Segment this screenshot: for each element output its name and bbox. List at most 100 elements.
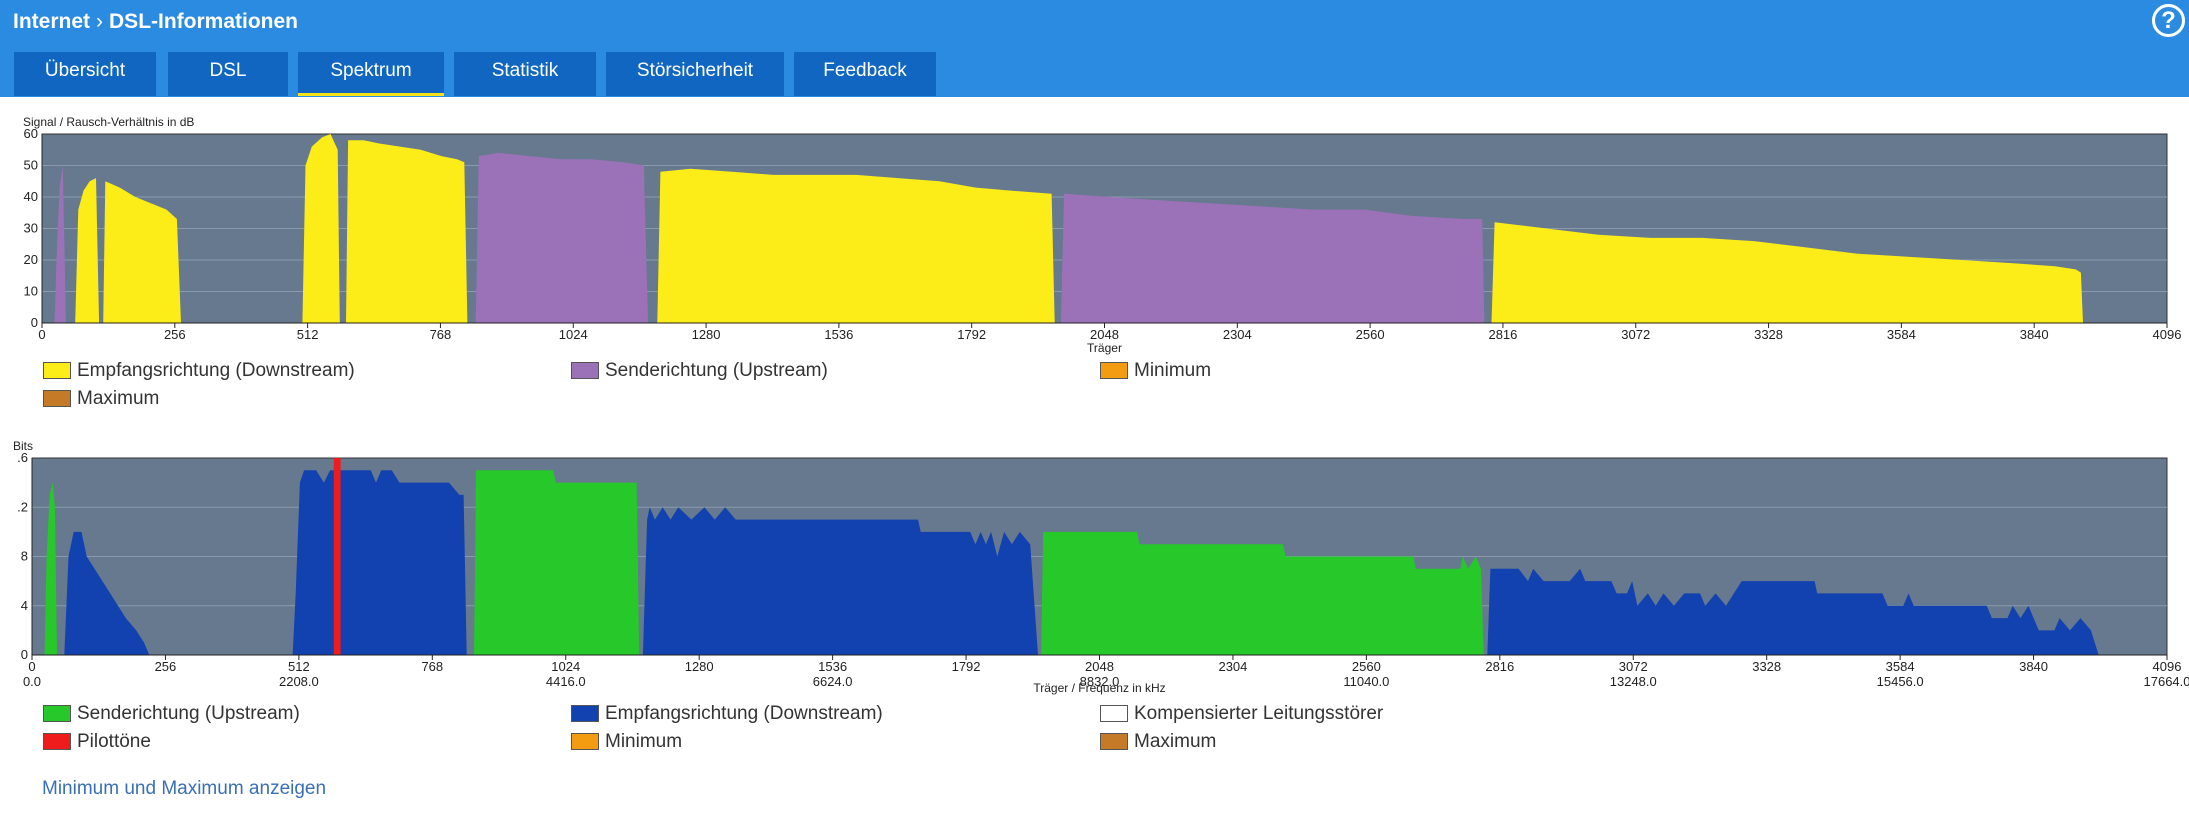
bits-x-tick-label: 2560 <box>1352 659 1381 674</box>
snr-x-tick-label: 2816 <box>1488 327 1517 342</box>
bits-x-freq-label: 13248.0 <box>1610 674 1657 689</box>
bits-x-tick-label: 512 <box>288 659 310 674</box>
legend-label-bits-upstream: Senderichtung (Upstream) <box>77 703 300 724</box>
bits-series-upstream-area <box>1041 531 1484 655</box>
legend-swatch-upstream <box>571 362 599 379</box>
bits-x-freq-label: 4416.0 <box>546 674 586 689</box>
bits-x-tick-label: 1280 <box>685 659 714 674</box>
snr-x-tick-label: 4096 <box>2153 327 2182 342</box>
legend-label-compensated: Kompensierter Leitungsstörer <box>1134 703 1384 724</box>
snr-y-tick-label: 20 <box>24 252 38 267</box>
bits-x-freq-label: 17664.0 <box>2144 674 2189 689</box>
snr-chart: Signal / Rausch-Verhältnis in dB 0 10 20 30 4… <box>23 115 2182 355</box>
bits-x-freq-label: 8832.0 <box>1080 674 1120 689</box>
bits-x-tick-label: 1024 <box>551 659 580 674</box>
legend-label-maximum: Maximum <box>77 388 160 409</box>
bits-x-freq-label: 0.0 <box>23 674 41 689</box>
legend-swatch-minimum <box>1100 362 1128 379</box>
legend-swatch-maximum <box>43 390 71 407</box>
snr-x-tick-label: 512 <box>297 327 319 342</box>
chevron-right-icon: › <box>96 10 104 33</box>
legend-label-bits-downstream: Empfangsrichtung (Downstream) <box>605 703 883 724</box>
bits-x-freq-label: 6624.0 <box>813 674 853 689</box>
snr-x-tick-label: 1280 <box>692 327 721 342</box>
legend-swatch-pilot <box>43 733 71 750</box>
bits-series-downstream-area <box>1487 568 2099 655</box>
snr-x-tick-label: 768 <box>430 327 452 342</box>
snr-x-tick-label: 3072 <box>1621 327 1650 342</box>
snr-y-tick-label: 40 <box>24 189 38 204</box>
bits-y-tick-label: 0 <box>21 647 28 662</box>
snr-y-tick-label: 50 <box>24 158 38 173</box>
breadcrumb: Internet › DSL-Informationen <box>13 10 298 34</box>
bits-x-freq-label: 11040.0 <box>1343 674 1389 689</box>
bits-series-upstream-area <box>44 482 57 655</box>
bits-x-tick-label: 2304 <box>1218 659 1247 674</box>
snr-x-tick-label: 3584 <box>1887 327 1916 342</box>
legend-label-bits-minimum: Minimum <box>605 731 683 752</box>
bits-x-axis-title: Träger / Frequenz in kHz <box>1033 681 1165 695</box>
snr-series-downstream-area <box>103 181 181 323</box>
bits-x-tick-label: 3584 <box>1886 659 1915 674</box>
snr-series-downstream-area <box>657 168 1055 323</box>
show-minmax-link[interactable]: Minimum und Maximum anzeigen <box>42 778 327 799</box>
header-bar: Internet › DSL-Informationen ? Übersicht D… <box>0 0 2189 97</box>
snr-x-tick-label: 2048 <box>1090 327 1119 342</box>
bits-series-upstream-area <box>474 470 640 655</box>
tab-uebersicht[interactable]: Übersicht <box>14 52 156 96</box>
snr-y-tick-label: 10 <box>24 284 38 299</box>
bits-x-freq-label: 2208.0 <box>279 674 319 689</box>
bits-x-tick-label: 768 <box>421 659 443 674</box>
bits-x-tick-label: 1536 <box>818 659 847 674</box>
snr-series-downstream-area <box>302 134 340 323</box>
snr-x-tick-label: 256 <box>164 327 186 342</box>
snr-series-downstream-area <box>1491 222 2083 323</box>
help-icon[interactable]: ? <box>2152 4 2185 37</box>
bits-x-tick-label: 0 <box>28 659 35 674</box>
bits-x-tick-label: 256 <box>155 659 177 674</box>
snr-x-tick-label: 3840 <box>2020 327 2049 342</box>
snr-x-tick-label: 1024 <box>559 327 588 342</box>
snr-y-tick-label: 30 <box>24 221 38 236</box>
legend-label-downstream: Empfangsrichtung (Downstream) <box>77 360 355 381</box>
bits-y-tick-label: .2 <box>17 499 28 514</box>
snr-series-upstream-area <box>54 165 66 323</box>
bits-y-tick-label: .6 <box>17 450 28 465</box>
bits-y-axis-label: Bits <box>13 439 33 453</box>
legend-swatch-bits-minimum <box>571 733 599 750</box>
tab-stoersicherheit[interactable]: Störsicherheit <box>606 52 784 96</box>
snr-y-axis-label: Signal / Rausch-Verhältnis in dB <box>23 115 194 129</box>
bits-series-downstream-area <box>64 531 150 655</box>
snr-series-upstream-area <box>1060 193 1485 323</box>
legend-swatch-bits-upstream <box>43 705 71 722</box>
bits-x-tick-label: 2048 <box>1085 659 1114 674</box>
bits-x-freq-label: 15456.0 <box>1877 674 1924 689</box>
snr-x-tick-label: 3328 <box>1754 327 1783 342</box>
bits-x-tick-label: 3328 <box>1752 659 1781 674</box>
legend-swatch-bits-downstream <box>571 705 599 722</box>
tab-spektrum[interactable]: Spektrum <box>298 52 444 96</box>
tab-feedback[interactable]: Feedback <box>794 52 936 96</box>
bits-series-downstream-area <box>292 470 467 655</box>
bits-y-tick-label: 4 <box>21 598 28 613</box>
bits-x-tick-label: 4096 <box>2153 659 2182 674</box>
snr-series-downstream-area <box>346 140 468 323</box>
snr-series-upstream-area <box>475 152 648 323</box>
legend-swatch-compensated <box>1100 705 1128 722</box>
snr-x-tick-label: 2560 <box>1356 327 1385 342</box>
snr-x-tick-label: 1536 <box>824 327 853 342</box>
bits-series-pilot-area <box>333 458 341 655</box>
tab-statistik[interactable]: Statistik <box>454 52 596 96</box>
snr-y-tick-label: 60 <box>24 126 38 141</box>
snr-x-axis-title: Träger <box>1087 341 1122 355</box>
legend-swatch-downstream <box>43 362 71 379</box>
snr-x-tick-label: 1792 <box>957 327 986 342</box>
bits-x-tick-label: 3840 <box>2019 659 2048 674</box>
legend-label-pilot: Pilottöne <box>77 731 151 752</box>
legend-swatch-bits-maximum <box>1100 733 1128 750</box>
legend-label-upstream: Senderichtung (Upstream) <box>605 360 828 381</box>
tab-dsl[interactable]: DSL <box>168 52 288 96</box>
breadcrumb-parent[interactable]: Internet <box>13 10 91 33</box>
snr-x-tick-label: 0 <box>38 327 45 342</box>
